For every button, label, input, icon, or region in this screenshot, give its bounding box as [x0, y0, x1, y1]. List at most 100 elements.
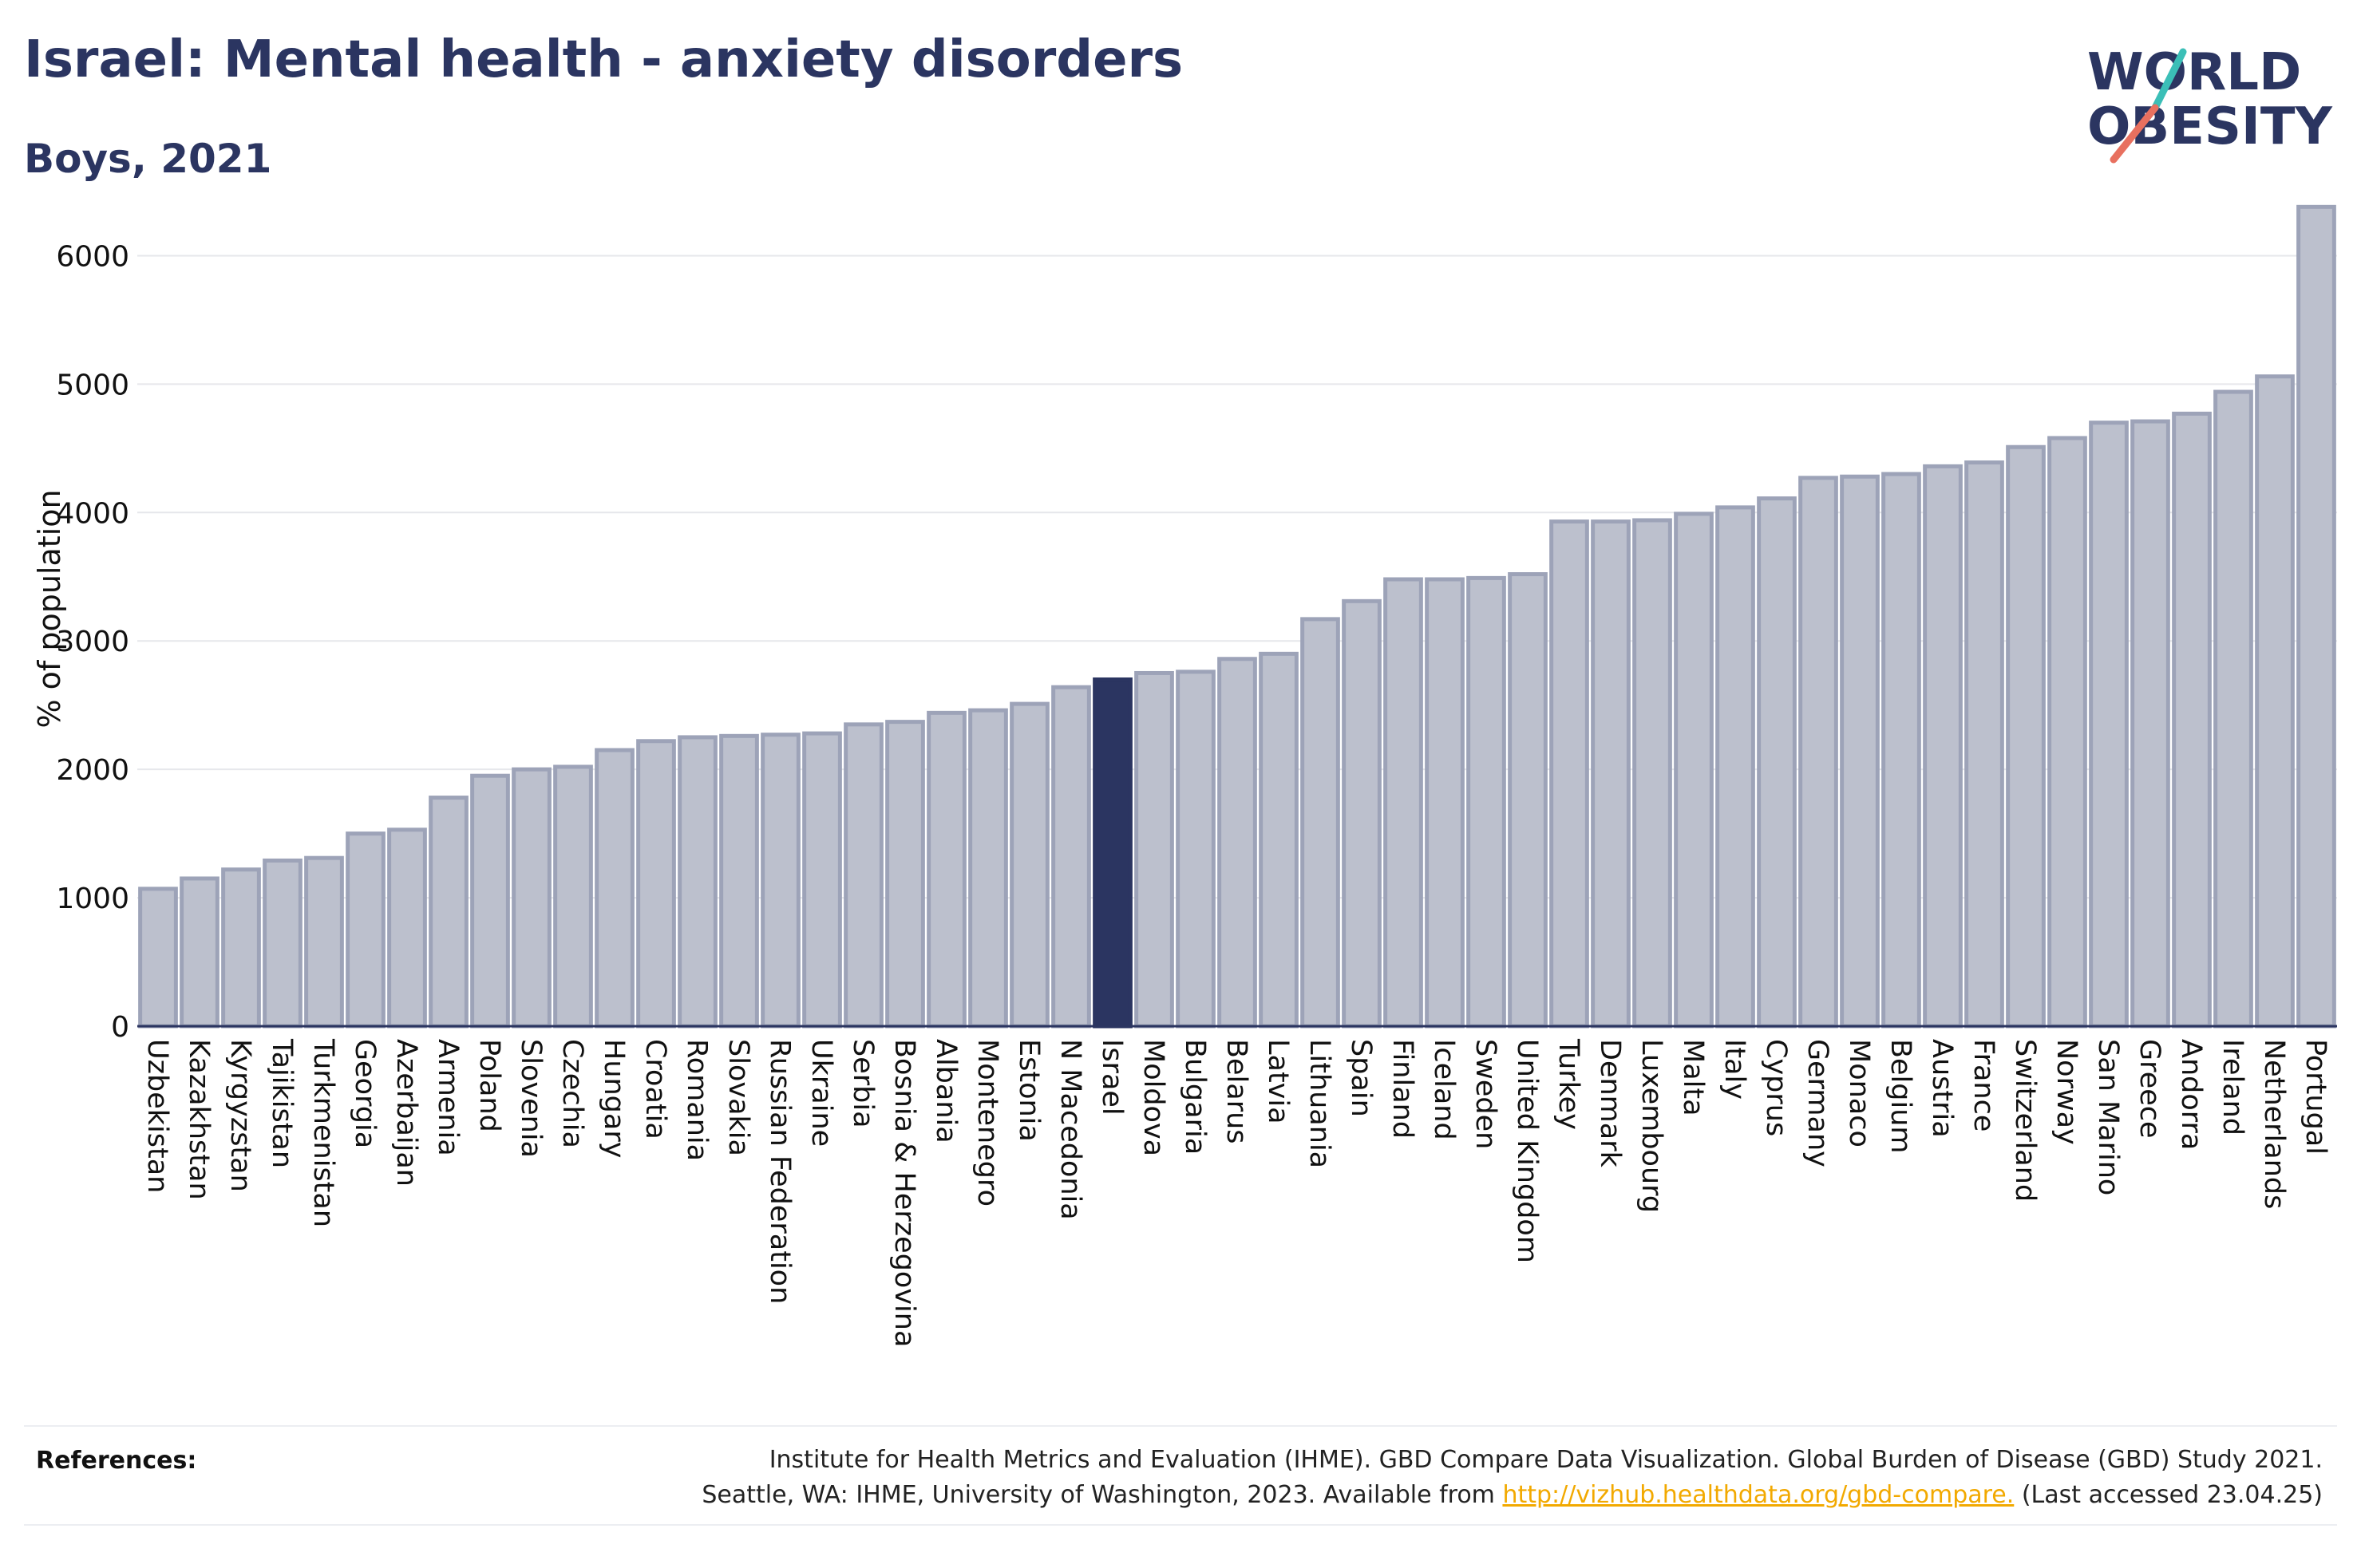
bar-n-macedonia — [1051, 685, 1091, 1029]
bar-armenia — [429, 796, 469, 1029]
x-tick-label-france: France — [1968, 1039, 1999, 1132]
bar-tajikistan — [263, 858, 303, 1029]
bar-cyprus — [1757, 496, 1797, 1029]
bar-greece — [2130, 419, 2170, 1029]
chart-title: Israel: Mental health - anxiety disorder… — [24, 30, 1184, 89]
x-tick-label-montenegro: Montenegro — [971, 1039, 1003, 1207]
reference-link[interactable]: http://vizhub.healthdata.org/gbd-compare… — [1502, 1481, 2015, 1509]
x-tick-label-switzerland: Switzerland — [2009, 1039, 2041, 1202]
bar-monaco — [1840, 474, 1880, 1029]
bar-netherlands — [2255, 374, 2295, 1029]
bar-belarus — [1217, 657, 1257, 1029]
bar-norway — [2047, 436, 2087, 1029]
x-tick-label-italy: Italy — [1718, 1039, 1750, 1100]
bar-sweden — [1466, 575, 1506, 1029]
y-tick-label-1000: 1000 — [56, 883, 129, 915]
bar-luxembourg — [1632, 518, 1672, 1029]
x-tick-label-uzbekistan: Uzbekistan — [141, 1039, 173, 1193]
x-tick-label-estonia: Estonia — [1013, 1039, 1045, 1142]
x-tick-label-kyrgyzstan: Kyrgyzstan — [224, 1039, 256, 1192]
bar-andorra — [2172, 411, 2212, 1029]
x-tick-label-bulgaria: Bulgaria — [1179, 1039, 1211, 1155]
bar-turkey — [1549, 519, 1589, 1029]
x-tick-label-sweden: Sweden — [1469, 1039, 1501, 1149]
y-tick-label-2000: 2000 — [56, 754, 129, 787]
x-tick-label-austria: Austria — [1926, 1039, 1958, 1138]
chart-subtitle: Boys, 2021 — [24, 136, 272, 182]
x-tick-label-germany: Germany — [1801, 1039, 1833, 1167]
divider-top — [24, 1425, 2337, 1427]
x-tick-label-san-marino: San Marino — [2092, 1039, 2124, 1195]
bar-czechia — [553, 764, 593, 1029]
x-tick-label-tajikistan: Tajikistan — [266, 1038, 298, 1168]
x-tick-label-monaco: Monaco — [1843, 1039, 1875, 1147]
x-tick-label-turkey: Turkey — [1552, 1038, 1584, 1130]
x-tick-label-netherlands: Netherlands — [2258, 1039, 2290, 1209]
bar-israel — [1093, 677, 1133, 1029]
bar-serbia — [844, 722, 884, 1029]
bar-malta — [1674, 511, 1714, 1029]
x-tick-label-israel: Israel — [1096, 1039, 1128, 1116]
x-tick-label-poland: Poland — [473, 1039, 505, 1132]
reference-line-2-prefix: Seattle, WA: IHME, University of Washing… — [702, 1481, 1503, 1509]
bar-slovenia — [512, 767, 552, 1029]
x-tick-label-denmark: Denmark — [1594, 1039, 1626, 1168]
bar-hungary — [595, 748, 635, 1029]
bar-chart: 0 1000 2000 3000 4000 5000 6000 Uzbekistan Kazak… — [32, 204, 2337, 1347]
x-tick-label-latvia: Latvia — [1262, 1039, 1294, 1124]
bar-spain — [1342, 598, 1382, 1029]
divider-bottom — [24, 1524, 2337, 1526]
y-tick-label-4000: 4000 — [56, 497, 129, 530]
bar-bosnia-herzegovina — [885, 720, 925, 1029]
bar-azerbaijan — [387, 827, 427, 1029]
x-tick-label-czechia: Czechia — [556, 1039, 588, 1148]
bar-finland — [1383, 577, 1423, 1029]
bar-portugal — [2296, 204, 2336, 1029]
references-label: References: — [36, 1447, 197, 1475]
x-tick-label-ireland: Ireland — [2217, 1039, 2248, 1136]
bar-moldova — [1134, 670, 1174, 1029]
bar-estonia — [1010, 701, 1050, 1029]
x-tick-label-serbia: Serbia — [847, 1039, 879, 1128]
bar-denmark — [1591, 519, 1631, 1029]
bar-kyrgyzstan — [221, 867, 261, 1029]
bar-united-kingdom — [1508, 572, 1548, 1029]
y-tick-label-0: 0 — [111, 1011, 129, 1044]
bar-ireland — [2213, 389, 2253, 1029]
bar-slovakia — [719, 733, 759, 1029]
x-tick-label-bosnia-herzegovina: Bosnia & Herzegovina — [888, 1039, 920, 1347]
x-tick-label-croatia: Croatia — [639, 1039, 671, 1139]
bars — [138, 204, 2336, 1029]
y-tick-label-6000: 6000 — [56, 240, 129, 273]
logo-word-world: WORLD — [2087, 43, 2301, 102]
reference-line-2: Seattle, WA: IHME, University of Washing… — [487, 1478, 2323, 1513]
bar-germany — [1798, 476, 1838, 1029]
bar-switzerland — [2006, 444, 2046, 1029]
x-tick-label-kazakhstan: Kazakhstan — [183, 1039, 215, 1200]
bar-turkmenistan — [304, 855, 344, 1029]
x-tick-label-moldova: Moldova — [1137, 1039, 1169, 1156]
bar-ukraine — [802, 731, 842, 1029]
bar-georgia — [346, 831, 386, 1029]
x-tick-label-belarus: Belarus — [1220, 1039, 1252, 1144]
axes: 0 1000 2000 3000 4000 5000 6000 Uzbekistan Kazak… — [56, 240, 2337, 1347]
x-tick-label-portugal: Portugal — [2300, 1039, 2331, 1155]
bar-lithuania — [1300, 617, 1340, 1029]
reference-line-2-suffix: (Last accessed 23.04.25) — [2014, 1481, 2323, 1509]
x-tick-label-ukraine: Ukraine — [805, 1039, 837, 1147]
bar-san-marino — [2089, 421, 2129, 1029]
bar-montenegro — [968, 708, 1008, 1029]
logo-slash-coral — [2110, 104, 2159, 164]
bar-croatia — [636, 739, 676, 1029]
x-tick-label-andorra: Andorra — [2175, 1039, 2207, 1150]
x-tick-label-slovenia: Slovenia — [515, 1039, 547, 1158]
bar-iceland — [1425, 577, 1465, 1029]
x-tick-label-slovakia: Slovakia — [722, 1039, 754, 1156]
x-tick-label-armenia: Armenia — [432, 1039, 464, 1156]
bar-poland — [470, 773, 510, 1029]
reference-line-1: Institute for Health Metrics and Evaluat… — [769, 1446, 2323, 1474]
y-axis-label: % of population — [32, 489, 67, 728]
x-tick-label-spain: Spain — [1345, 1039, 1377, 1117]
x-tick-label-united-kingdom: United Kingdom — [1511, 1039, 1543, 1263]
bar-kazakhstan — [180, 876, 219, 1029]
